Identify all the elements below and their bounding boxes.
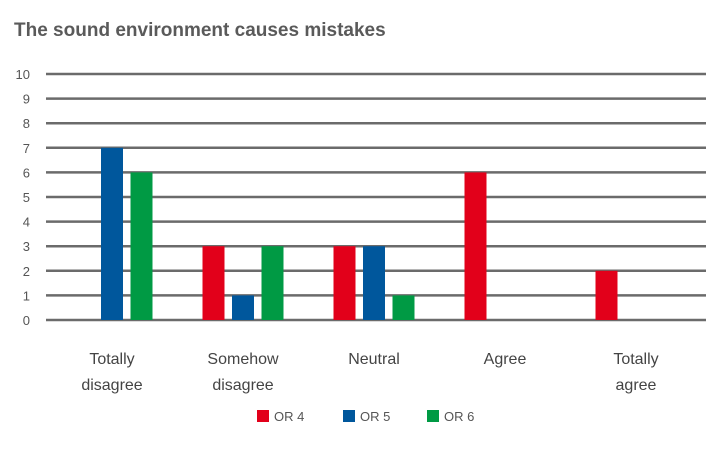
category-label: Somehow [207, 351, 279, 368]
bar-or-5 [232, 295, 254, 320]
y-tick-label: 3 [23, 239, 30, 254]
y-tick-label: 4 [23, 215, 30, 230]
legend-swatch [427, 410, 439, 422]
legend-swatch [257, 410, 269, 422]
y-tick-label: 0 [23, 313, 30, 328]
legend-label: OR 4 [274, 409, 304, 424]
y-tick-label: 9 [23, 92, 30, 107]
category-label: Neutral [348, 351, 400, 368]
y-axis-ticks: 0 1 2 3 4 5 6 7 8 9 10 [16, 67, 30, 328]
legend: OR 4 OR 5 OR 6 [257, 409, 474, 424]
category-label: disagree [81, 377, 142, 394]
category-label: Totally [89, 351, 134, 368]
bar-or-5 [363, 246, 385, 320]
chart-title: The sound environment causes mistakes [14, 20, 386, 41]
legend-label: OR 6 [444, 409, 474, 424]
category-label: disagree [212, 377, 273, 394]
legend-label: OR 5 [360, 409, 390, 424]
bar-or-4 [595, 270, 618, 320]
bar-or-5 [101, 147, 123, 320]
y-tick-label: 1 [23, 288, 30, 303]
bar-or-4 [464, 172, 487, 320]
category-labels: Totally disagree Somehow disagree Neutral Agr… [81, 351, 658, 394]
y-tick-label: 2 [23, 264, 30, 279]
category-label: Agree [484, 351, 527, 368]
bar-or-6 [261, 246, 284, 320]
y-tick-label: 8 [23, 116, 30, 131]
y-tick-label: 7 [23, 141, 30, 156]
y-tick-label: 5 [23, 190, 30, 205]
bar-or-4 [202, 246, 225, 320]
category-label: agree [616, 377, 657, 394]
bars [101, 147, 618, 320]
y-tick-label: 10 [16, 67, 30, 82]
category-label: Totally [613, 351, 658, 368]
legend-swatch [343, 410, 355, 422]
bar-or-4 [333, 246, 356, 320]
bar-or-6 [392, 295, 415, 320]
bar-or-6 [130, 172, 153, 320]
y-tick-label: 6 [23, 165, 30, 180]
